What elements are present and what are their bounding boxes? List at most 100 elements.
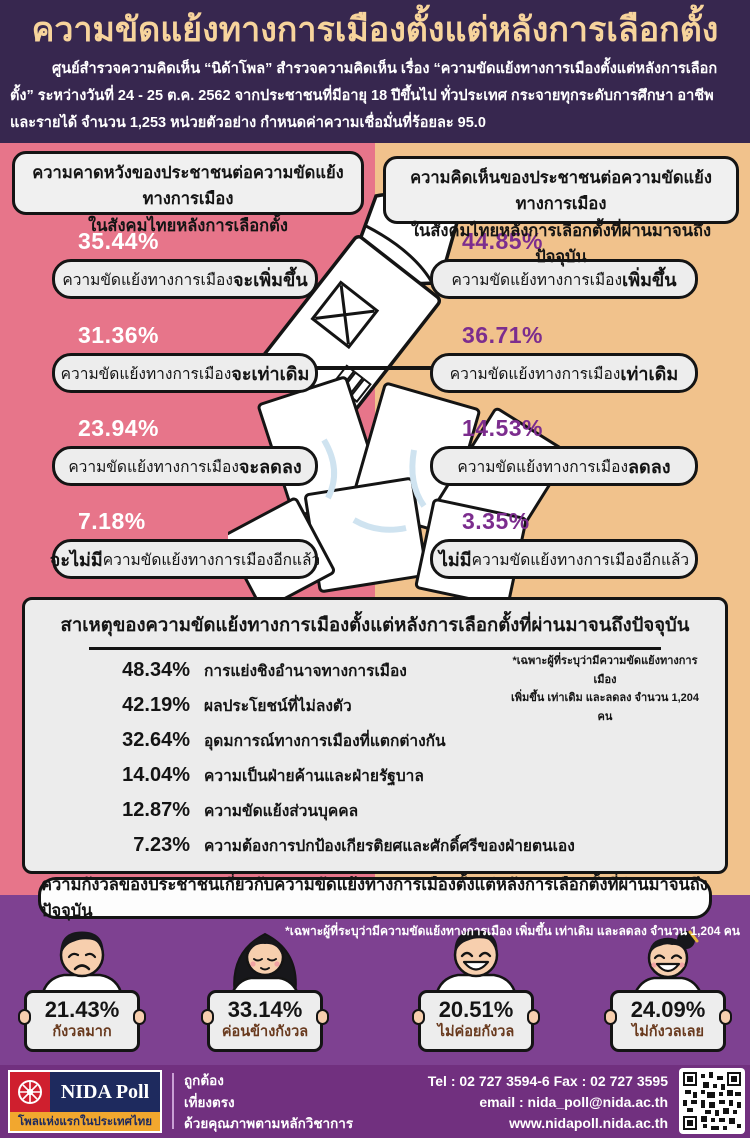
expectation-item: 35.44% ความขัดแย้งทางการเมือง จะเพิ่มขึ้น: [52, 228, 318, 299]
concern-sign: 20.51% ไม่ค่อยกังวล: [412, 990, 540, 1052]
contact-phone: Tel : 02 727 3594-6 Fax : 02 727 3595: [427, 1073, 668, 1089]
concern-label: ไม่ค่อยกังวล: [437, 1024, 515, 1041]
cause-label: การแย่งชิงอำนาจทางการเมือง: [204, 663, 407, 680]
label-text-post: ความขัดแย้งทางการเมืองอีกแล้ว: [471, 551, 690, 569]
label-emphasis: จะเท่าเดิม: [231, 363, 310, 384]
concern-label: ค่อนข้างกังวล: [221, 1024, 309, 1041]
concern-group-fairly-worried: 33.14% ค่อนข้างกังวล: [201, 930, 329, 1052]
opinion-heading-line2: ในสังคมไทยหลังการเลือกตั้งที่ผ่านมาจนถึง…: [410, 221, 712, 267]
cause-value: 7.23%: [133, 834, 190, 856]
causes-list: 48.34% การแย่งชิงอำนาจทางการเมือง 42.19% ผ…: [45, 658, 575, 868]
concern-label: ไม่กังวลเลย: [631, 1024, 705, 1041]
opinion-heading: ความคิดเห็นของประชาชนต่อความขัดแย้งทางกา…: [383, 156, 739, 266]
stat-value: 14.53%: [462, 415, 544, 441]
opinion-heading-line1: ความคิดเห็นของประชาชนต่อความขัดแย้งทางกา…: [410, 169, 712, 214]
nida-poll-logo: NIDA Poll โพลแห่งแรกในประเทศไทย: [8, 1070, 162, 1133]
cause-label: ความขัดแย้งส่วนบุคคล: [204, 803, 359, 820]
concern-label: กังวลมาก: [52, 1024, 112, 1041]
contact-email: email : nida_poll@nida.ac.th: [479, 1094, 668, 1110]
concern-value: 24.09%: [630, 997, 706, 1022]
concern-group-not-very-worried: 20.51% ไม่ค่อยกังวล: [412, 930, 540, 1052]
cause-label: อุดมการณ์ทางการเมืองที่แตกต่างกัน: [204, 733, 446, 750]
hand-icon: [412, 1009, 425, 1025]
logo-tagline: โพลแห่งแรกในประเทศไทย: [10, 1112, 160, 1131]
opinion-item: 36.71% ความขัดแย้งทางการเมือง เท่าเดิม: [430, 322, 698, 393]
label-emphasis: จะไม่มี: [49, 549, 103, 570]
label-emphasis: จะเพิ่มขึ้น: [232, 269, 308, 290]
cause-row: 7.23% ความต้องการปกป้องเกียรติยศและศักดิ์…: [45, 833, 575, 868]
stat-label: ความขัดแย้งทางการเมือง ลดลง: [430, 446, 698, 486]
opinion-item: 3.35% ไม่มี ความขัดแย้งทางการเมืองอีกแล้ว: [430, 508, 698, 579]
hand-icon: [316, 1009, 329, 1025]
motto-line1: ถูกต้อง: [184, 1073, 224, 1088]
label-emphasis: จะลดลง: [238, 456, 302, 477]
label-text: ความขัดแย้งทางการเมือง: [60, 365, 232, 383]
stat-label: จะไม่มี ความขัดแย้งทางการเมืองอีกแล้ว: [49, 539, 321, 579]
label-text: ความขัดแย้งทางการเมือง: [62, 271, 233, 289]
stat-label: ไม่มี ความขัดแย้งทางการเมืองอีกแล้ว: [430, 539, 698, 579]
cause-label: ผลประโยชน์ที่ไม่ลงตัว: [204, 698, 352, 715]
survey-description: ศูนย์สำรวจความคิดเห็น “นิด้าโพล” สำรวจคว…: [10, 60, 718, 131]
motto-line2: เที่ยงตรง: [184, 1094, 235, 1110]
stat-value: 7.18%: [78, 508, 146, 534]
motto-line3: ด้วยคุณภาพตามหลักวิชาการ: [184, 1116, 354, 1132]
expectation-heading-line1: ความคาดหวังของประชาชนต่อความขัดแย้งทางกา…: [32, 164, 344, 209]
stat-label: ความขัดแย้งทางการเมือง เท่าเดิม: [430, 353, 698, 393]
page-title: ความขัดแย้งทางการเมืองตั้งแต่หลังการเลือ…: [31, 11, 719, 49]
cause-label: ความต้องการปกป้องเกียรติยศและศักดิ์ศรีขอ…: [204, 838, 575, 855]
hand-icon: [18, 1009, 31, 1025]
stat-value: 36.71%: [462, 322, 544, 348]
cause-row: 12.87% ความขัดแย้งส่วนบุคคล: [45, 798, 575, 833]
hand-icon: [527, 1009, 540, 1025]
causes-note-line1: *เฉพาะผู้ที่ระบุว่ามีความขัดแย้งทางการเม…: [512, 655, 698, 686]
stat-label: ความขัดแย้งทางการเมือง จะลดลง: [52, 446, 318, 486]
opinion-item: 14.53% ความขัดแย้งทางการเมือง ลดลง: [430, 415, 698, 486]
expectation-item: 31.36% ความขัดแย้งทางการเมือง จะเท่าเดิม: [52, 322, 318, 393]
label-text-post: ความขัดแย้งทางการเมืองอีกแล้ว: [102, 551, 321, 569]
nida-emblem-icon: [10, 1072, 50, 1112]
hand-icon: [133, 1009, 146, 1025]
label-text: ความขัดแย้งทางการเมือง: [451, 271, 623, 289]
causes-note: *เฉพาะผู้ที่ระบุว่ามีความขัดแย้งทางการเม…: [503, 652, 707, 727]
concern-value: 21.43%: [44, 997, 120, 1022]
footer-motto: ถูกต้อง เที่ยงตรง ด้วยคุณภาพตามหลักวิชาก…: [184, 1070, 353, 1135]
concern-heading: ความกังวลของประชาชนเกี่ยวกับความขัดแย้งท…: [38, 876, 712, 920]
footer: NIDA Poll โพลแห่งแรกในประเทศไทย ถูกต้อง …: [0, 1065, 750, 1138]
cause-value: 32.64%: [122, 729, 190, 751]
causes-title: สาเหตุของความขัดแย้งทางการเมืองตั้งแต่หล…: [60, 614, 690, 635]
causes-box: สาเหตุของความขัดแย้งทางการเมืองตั้งแต่หล…: [22, 597, 728, 874]
cause-value: 14.04%: [122, 764, 190, 786]
footer-divider: [172, 1073, 174, 1129]
cause-value: 42.19%: [122, 694, 190, 716]
logo-name: NIDA Poll: [60, 1080, 150, 1103]
concern-group-very-worried: 21.43% กังวลมาก: [18, 930, 146, 1052]
concern-sign: 24.09% ไม่กังวลเลย: [604, 990, 732, 1052]
causes-divider: [89, 647, 661, 650]
stat-label: ความขัดแย้งทางการเมือง จะเพิ่มขึ้น: [52, 259, 318, 299]
concern-value: 33.14%: [227, 997, 303, 1022]
cause-label: ความเป็นฝ่ายค้านและฝ่ายรัฐบาล: [204, 768, 424, 785]
expectation-item: 7.18% จะไม่มี ความขัดแย้งทางการเมืองอีกแล…: [49, 508, 321, 579]
label-emphasis: เท่าเดิม: [620, 363, 679, 384]
label-text: ความขัดแย้งทางการเมือง: [457, 458, 629, 476]
expectation-item: 23.94% ความขัดแย้งทางการเมือง จะลดลง: [52, 415, 318, 486]
worried-man-illustration: [40, 931, 124, 996]
logo-top: NIDA Poll: [10, 1072, 160, 1112]
hand-icon: [604, 1009, 617, 1025]
label-emphasis: ไม่มี: [438, 549, 472, 570]
contact-website: www.nidapoll.nida.ac.th: [509, 1115, 668, 1131]
concern-sign: 33.14% ค่อนข้างกังวล: [201, 990, 329, 1052]
opinion-item: 44.85% ความขัดแย้งทางการเมือง เพิ่มขึ้น: [430, 228, 698, 299]
worried-woman-illustration: [229, 932, 301, 996]
concern-value: 20.51%: [438, 997, 514, 1022]
expectation-heading: ความคาดหวังของประชาชนต่อความขัดแย้งทางกา…: [12, 151, 364, 235]
label-emphasis: เพิ่มขึ้น: [622, 269, 677, 290]
cause-value: 48.34%: [122, 659, 190, 681]
cause-row: 42.19% ผลประโยชน์ที่ไม่ลงตัว: [45, 693, 575, 728]
footer-contacts: Tel : 02 727 3594-6 Fax : 02 727 3595 em…: [428, 1071, 668, 1134]
cause-row: 14.04% ความเป็นฝ่ายค้านและฝ่ายรัฐบาล: [45, 763, 575, 798]
cause-row: 32.64% อุดมการณ์ทางการเมืองที่แตกต่างกัน: [45, 728, 575, 763]
hand-icon: [201, 1009, 214, 1025]
concern-group-not-worried: 24.09% ไม่กังวลเลย: [604, 930, 732, 1052]
causes-note-line2: เพิ่มขึ้น เท่าเดิม และลดลง จำนวน 1,204 ค…: [511, 692, 699, 724]
